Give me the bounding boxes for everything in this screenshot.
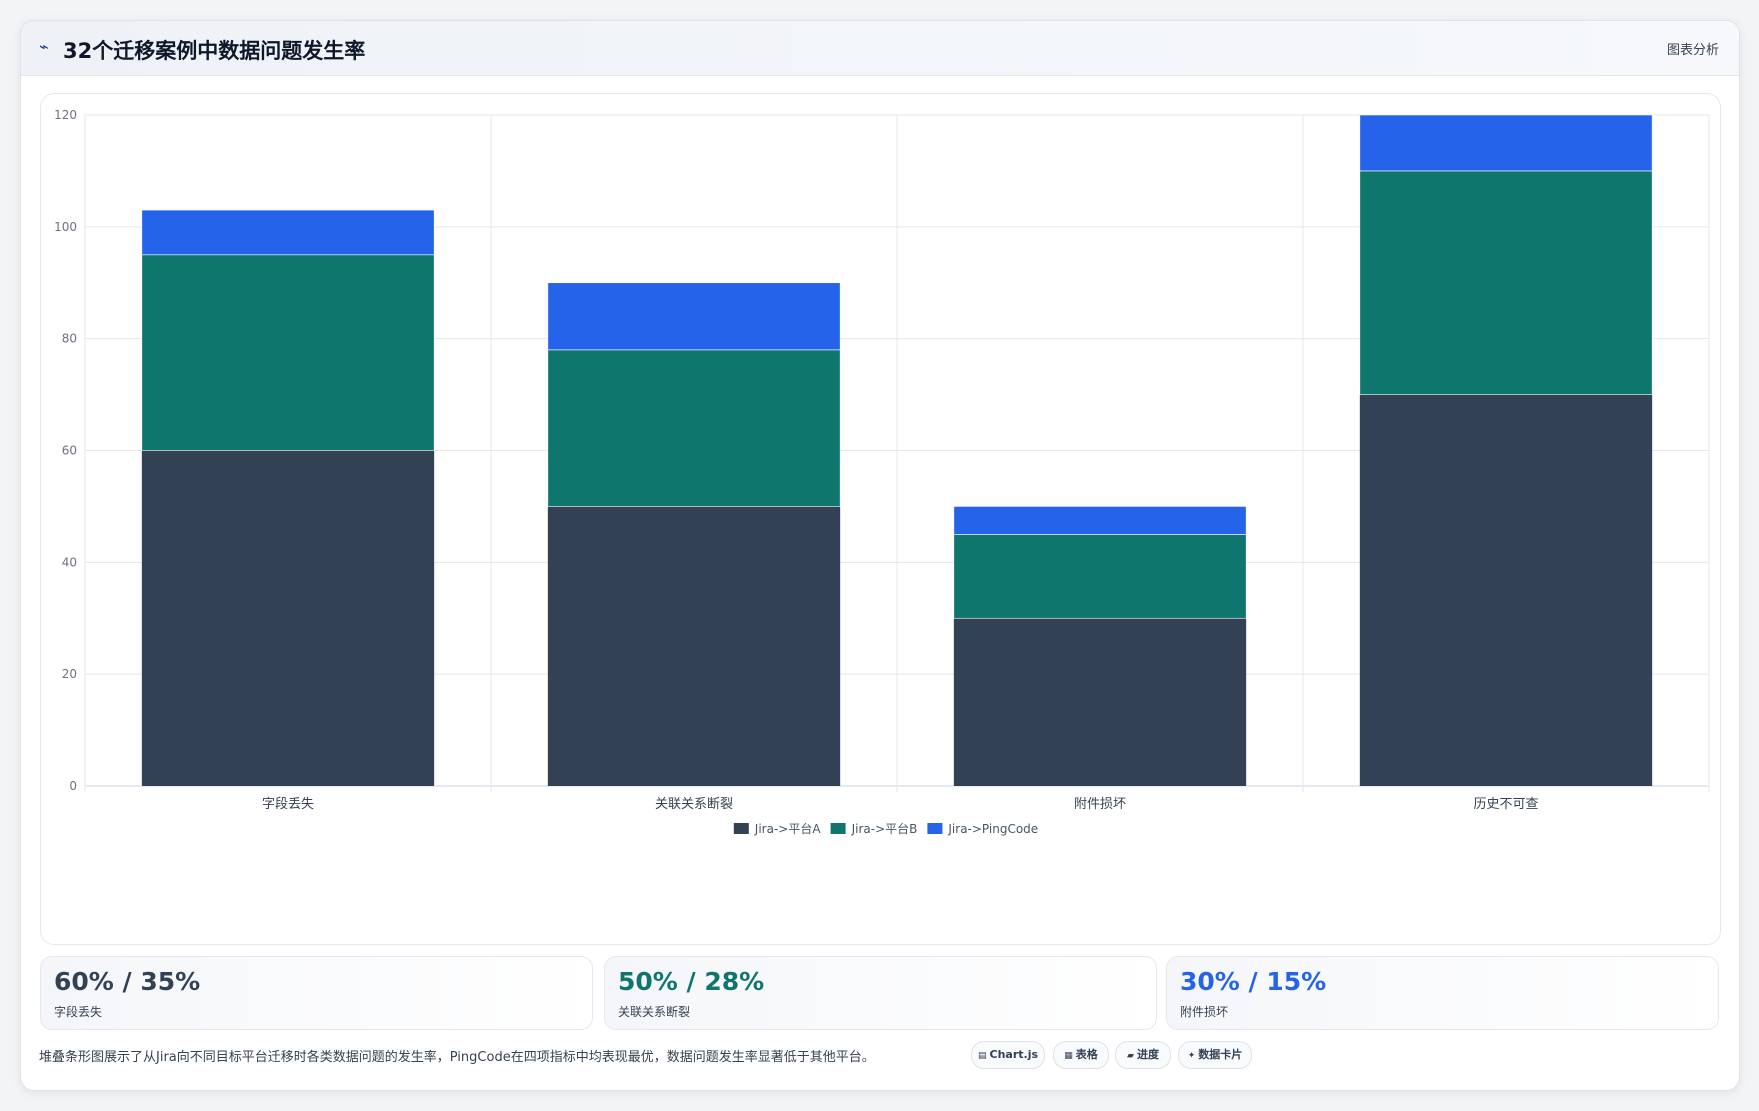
stat-label: 字段丢失 xyxy=(54,1005,103,1019)
stat-value: 30% / 15% xyxy=(1180,967,1327,996)
y-tick-label: 120 xyxy=(54,108,77,122)
stat-card-attachment-damage: 30% / 15% 附件损坏 xyxy=(1166,956,1719,1030)
y-tick-label: 60 xyxy=(62,444,77,458)
bar-segment xyxy=(141,254,435,451)
legend-label: Jira->平台B xyxy=(851,821,918,836)
bar-segment xyxy=(1359,114,1653,172)
trend-icon: ⌁ xyxy=(39,37,49,56)
x-tick-label: 历史不可查 xyxy=(1473,797,1538,812)
chart-panel: 0 20 40 60 80 100 120 字段丢失 关联关系断裂 附件损坏 历史不可查 Jira->… xyxy=(40,93,1721,945)
bar-segment xyxy=(547,282,841,351)
card-header: ⌁ 32个迁移案例中数据问题发生率 图表分析 xyxy=(21,21,1739,76)
tag-label: Chart.js xyxy=(989,1048,1039,1061)
x-tick-label: 附件损坏 xyxy=(1074,797,1126,812)
stat-card-field-loss: 60% / 35% 字段丢失 xyxy=(40,956,593,1030)
table-icon: ▦ xyxy=(1064,1051,1073,1061)
tag-table[interactable]: ▦ 表格 xyxy=(1053,1041,1109,1069)
stat-value: 60% / 35% xyxy=(54,967,201,996)
chart-description: 堆叠条形图展示了从Jira向不同目标平台迁移时各类数据问题的发生率，PingCo… xyxy=(39,1050,875,1065)
bar-segment xyxy=(547,349,841,507)
legend-label: Jira->平台A xyxy=(754,821,822,836)
tag-progress[interactable]: ▰ 进度 xyxy=(1115,1041,1171,1069)
chart-icon: ▤ xyxy=(977,1051,987,1061)
y-tick-label: 0 xyxy=(69,779,77,793)
stat-card-link-break: 50% / 28% 关联关系断裂 xyxy=(604,956,1157,1030)
bar-segment xyxy=(1359,394,1653,786)
bar-segment xyxy=(141,209,435,256)
bar-segment xyxy=(547,506,841,786)
stat-label: 关联关系断裂 xyxy=(618,1005,691,1019)
stacked-bar-chart: 0 20 40 60 80 100 120 字段丢失 关联关系断裂 附件损坏 历史不可查 Jira->… xyxy=(54,108,1710,836)
stat-value: 50% / 28% xyxy=(618,967,765,996)
tag-data-card[interactable]: ✦ 数据卡片 xyxy=(1178,1041,1252,1069)
bar-segment xyxy=(1359,170,1653,395)
legend-label: Jira->PingCode xyxy=(947,822,1038,836)
bar-segment xyxy=(953,618,1247,786)
legend-swatch xyxy=(927,823,943,834)
y-tick-label: 100 xyxy=(54,220,77,234)
tag-label: 数据卡片 xyxy=(1198,1048,1243,1061)
progress-icon: ▰ xyxy=(1127,1051,1134,1061)
y-tick-label: 20 xyxy=(62,667,77,681)
stat-label: 附件损坏 xyxy=(1180,1005,1229,1019)
tag-label: 表格 xyxy=(1075,1048,1098,1061)
chart-card: ⌁ 32个迁移案例中数据问题发生率 图表分析 0 20 40 60 80 100 120 字段… xyxy=(20,20,1740,1091)
chart-analysis-link[interactable]: 图表分析 xyxy=(1666,43,1719,58)
card-icon: ✦ xyxy=(1187,1051,1196,1061)
bar-segment xyxy=(953,506,1247,535)
x-tick-label: 关联关系断裂 xyxy=(655,797,733,812)
stat-cards: 60% / 35% 字段丢失 50% / 28% 关联关系断裂 30% / 15… xyxy=(40,956,1719,1030)
x-tick-label: 字段丢失 xyxy=(262,797,314,812)
legend-swatch xyxy=(830,823,846,834)
legend-swatch xyxy=(733,823,749,834)
y-tick-label: 40 xyxy=(62,555,77,569)
tag-chartjs[interactable]: ▤ Chart.js xyxy=(971,1041,1045,1069)
tag-label: 进度 xyxy=(1136,1048,1159,1061)
bar-segment xyxy=(953,534,1247,619)
page-title: 32个迁移案例中数据问题发生率 xyxy=(63,39,366,63)
bar-segment xyxy=(141,450,435,786)
y-tick-label: 80 xyxy=(62,332,77,346)
